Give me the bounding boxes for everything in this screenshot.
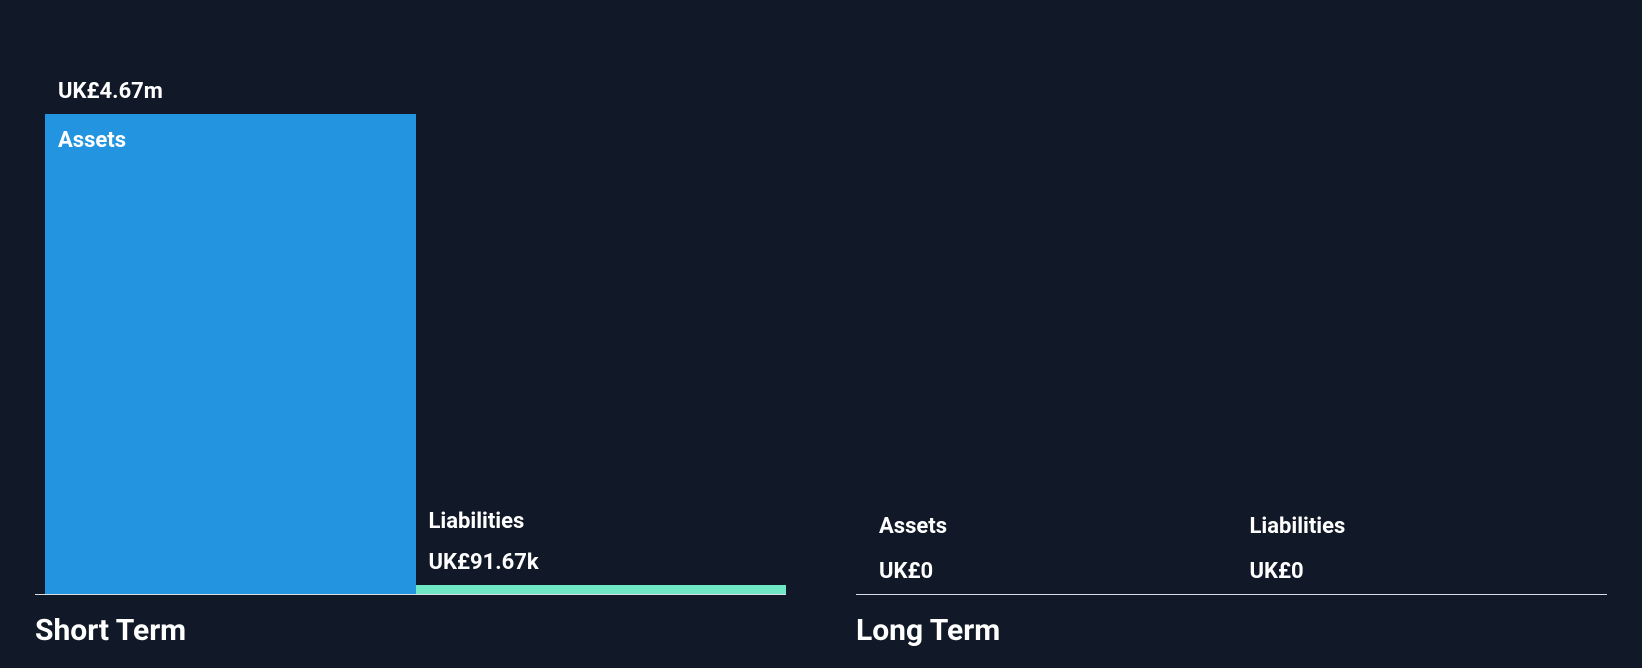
bar-value-short-term-assets: UK£4.67m	[58, 79, 416, 104]
bar-type-short-term-liabilities: Liabilities	[429, 509, 787, 534]
bar-wrap-short-term-assets: UK£4.67m Assets	[45, 35, 416, 594]
bar-value-long-term-liabilities: UK£0	[1250, 559, 1608, 584]
chart-area-long-term: Assets UK£0 Liabilities UK£0	[856, 35, 1607, 595]
bar-wrap-long-term-liabilities: Liabilities UK£0	[1237, 35, 1608, 594]
bar-type-long-term-assets: Assets	[879, 514, 1237, 539]
bar-wrap-short-term-liabilities: Liabilities UK£91.67k	[416, 35, 787, 594]
panel-title-long-term: Long Term	[856, 613, 1607, 648]
bar-value-long-term-assets: UK£0	[879, 559, 1237, 584]
bar-type-short-term-assets: Assets	[58, 128, 126, 153]
panel-title-short-term: Short Term	[35, 613, 786, 648]
bar-short-term-assets: Assets	[45, 114, 416, 594]
chart-area-short-term: UK£4.67m Assets Liabilities UK£91.67k	[35, 35, 786, 595]
chart-container: UK£4.67m Assets Liabilities UK£91.67k Sh…	[0, 0, 1642, 668]
bar-short-term-liabilities	[416, 585, 787, 594]
bar-type-long-term-liabilities: Liabilities	[1250, 514, 1608, 539]
panel-long-term: Assets UK£0 Liabilities UK£0 Long Term	[821, 0, 1642, 668]
panel-short-term: UK£4.67m Assets Liabilities UK£91.67k Sh…	[0, 0, 821, 668]
bar-value-short-term-liabilities: UK£91.67k	[429, 550, 787, 575]
bar-wrap-long-term-assets: Assets UK£0	[866, 35, 1237, 594]
